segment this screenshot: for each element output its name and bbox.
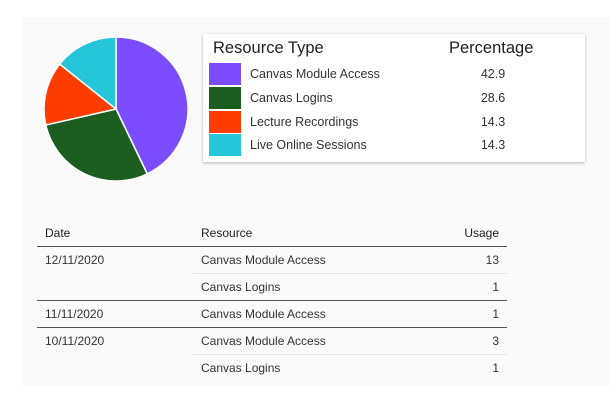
legend-swatch xyxy=(209,134,241,156)
cell-date: 12/11/2020 xyxy=(45,253,105,268)
legend-label: Live Online Sessions xyxy=(250,138,367,152)
legend-row-canvas-module-access: Canvas Module Access 42.9 xyxy=(209,63,585,85)
cell-resource: Canvas Module Access xyxy=(193,246,379,274)
pie-slice-canvas-logins xyxy=(44,108,149,182)
pie-slice-canvas-module-access xyxy=(115,36,189,175)
cell-usage: 1 xyxy=(379,273,507,301)
cell-date xyxy=(37,355,193,382)
pie-slice-live-online-sessions xyxy=(58,36,117,111)
cell-date xyxy=(37,273,193,301)
legend-label: Canvas Module Access xyxy=(250,67,380,81)
pie-legend-card: Resource Type Percentage Canvas Module A… xyxy=(203,34,585,162)
legend-percentage: 14.3 xyxy=(480,138,506,152)
legend-header-resource-type: Resource Type xyxy=(213,39,324,57)
table-header-row: Date Resource Usage xyxy=(37,220,507,247)
pie-slices xyxy=(43,36,189,182)
legend-row-live-online-sessions: Live Online Sessions 14.3 xyxy=(209,134,585,156)
legend-label: Canvas Logins xyxy=(250,91,333,105)
legend-row-canvas-logins: Canvas Logins 28.6 xyxy=(209,87,585,109)
legend-percentage: 14.3 xyxy=(480,115,506,129)
table-row: 11/11/2020 Canvas Module Access 1 xyxy=(37,300,507,328)
cell-resource: Canvas Module Access xyxy=(193,327,379,355)
table-row: Canvas Logins 1 xyxy=(37,273,507,301)
legend-row-lecture-recordings: Lecture Recordings 14.3 xyxy=(209,111,585,133)
legend-swatch xyxy=(209,87,241,109)
cell-date: 10/11/2020 xyxy=(45,334,105,349)
table-row: 10/11/2020 Canvas Module Access 3 xyxy=(37,327,507,355)
cell-usage: 3 xyxy=(379,327,507,355)
cell-usage: 13 xyxy=(379,246,507,274)
table-row: 12/11/2020 Canvas Module Access 13 xyxy=(37,246,507,274)
usage-table: Date Resource Usage 12/11/2020 Canvas Mo… xyxy=(37,220,507,381)
cell-resource: Canvas Logins xyxy=(193,273,379,301)
legend-swatch xyxy=(209,63,241,85)
column-header-resource: Resource xyxy=(193,220,379,247)
cell-usage: 1 xyxy=(492,361,499,375)
cell-date: 11/11/2020 xyxy=(37,300,193,328)
legend-swatch xyxy=(209,111,241,133)
legend-percentage: 42.9 xyxy=(480,67,506,81)
table-row: Canvas Logins 1 xyxy=(37,355,507,382)
pie-slice-lecture-recordings xyxy=(43,63,118,126)
cell-usage: 1 xyxy=(379,300,507,328)
column-header-usage: Usage xyxy=(379,220,507,247)
legend-percentage: 28.6 xyxy=(480,91,506,105)
legend-header-percentage: Percentage xyxy=(449,39,534,57)
resource-pie-chart xyxy=(43,36,189,182)
cell-resource: Canvas Module Access xyxy=(193,300,379,328)
cell-resource: Canvas Logins xyxy=(201,361,281,375)
legend-label: Lecture Recordings xyxy=(250,115,359,129)
column-header-date: Date xyxy=(37,220,193,247)
